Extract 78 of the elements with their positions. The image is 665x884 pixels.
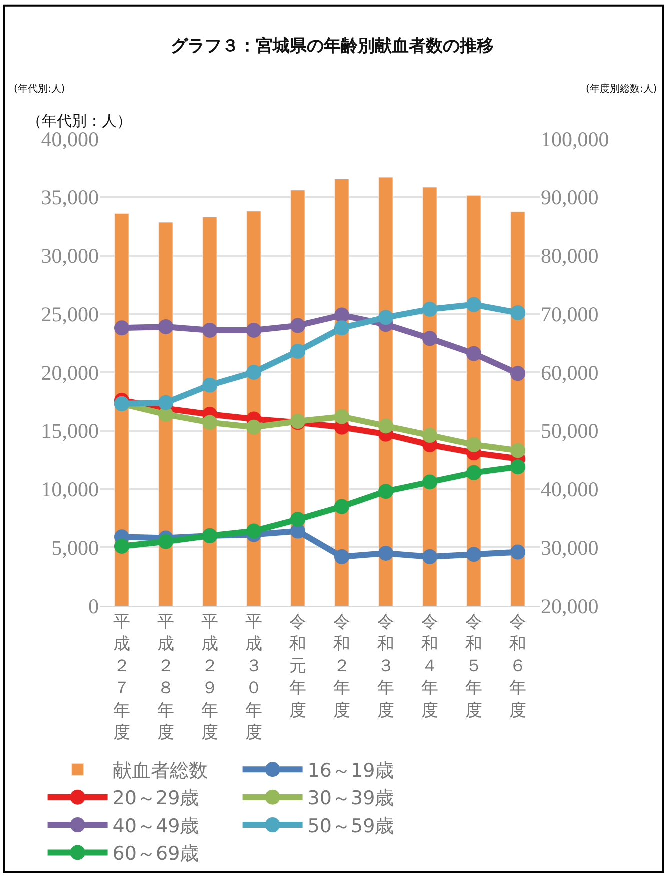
point (202, 415, 218, 430)
y-tick-label: 10,000 (41, 478, 99, 502)
y2-tick-label: 30,000 (541, 536, 599, 560)
point (114, 320, 130, 336)
point (422, 474, 438, 490)
point (510, 443, 526, 458)
legend-label: 16～19歳 (308, 760, 394, 782)
point (422, 428, 438, 444)
point (246, 524, 262, 539)
point (290, 512, 306, 528)
x-tick-label: 令和元年度 (290, 612, 306, 721)
x-tick-label: 平成３０年度 (246, 612, 262, 743)
legend-label: 献血者総数 (112, 760, 208, 782)
x-tick-label: 平成２９年度 (202, 612, 218, 743)
point (334, 308, 350, 323)
y-tick-label: 30,000 (41, 244, 99, 268)
point (334, 320, 350, 336)
point (114, 538, 130, 554)
y-tick-label: 20,000 (41, 360, 99, 385)
y-tick-label: 0 (88, 594, 99, 618)
point (510, 460, 526, 475)
point (466, 346, 482, 362)
point (378, 418, 394, 434)
point (466, 547, 482, 562)
legend-label: 20～29歳 (112, 788, 200, 810)
point (158, 319, 174, 334)
point (158, 395, 174, 410)
y2-tick-label: 40,000 (541, 478, 599, 502)
point (246, 365, 262, 380)
y2-tick-label: 70,000 (541, 302, 599, 326)
point (422, 331, 438, 346)
point (334, 499, 350, 514)
y2-tick-label: 60,000 (541, 360, 599, 385)
legend-label: 40～49歳 (112, 815, 200, 838)
y2-tick-label: 50,000 (541, 419, 599, 444)
point (378, 546, 394, 561)
text: (年代別:人) (14, 83, 66, 95)
y-tick-label: 35,000 (41, 186, 99, 210)
point (510, 305, 526, 320)
point (290, 344, 306, 359)
point (202, 322, 218, 338)
chart-title: グラフ３：宮城県の年齢別献血者数の推移 (171, 36, 494, 57)
point (378, 310, 394, 326)
point (202, 378, 218, 393)
x-tick-label: 平成２７年度 (114, 612, 130, 743)
point (158, 534, 174, 550)
x-tick-label: 令和６年度 (510, 612, 526, 721)
x-tick-label: 令和２年度 (334, 612, 350, 721)
point (466, 465, 482, 480)
y2-axis-title: (年度別総数:人) (586, 83, 658, 95)
y2-tick-label: 80,000 (541, 244, 599, 268)
x-tick-label: 令和３年度 (378, 612, 394, 721)
y2-tick-label: 90,000 (541, 186, 599, 210)
point (422, 549, 438, 564)
point (334, 409, 350, 424)
y2-tick-label: 20,000 (541, 594, 599, 618)
point (246, 322, 262, 338)
point (466, 297, 482, 312)
legend-label: 30～39歳 (308, 788, 394, 810)
y-tick-label: 15,000 (41, 419, 99, 444)
x-tick-label: 令和５年度 (466, 612, 482, 721)
y-tick-label: 5,000 (52, 536, 99, 560)
x-tick-label: 令和４年度 (422, 612, 438, 721)
point (246, 420, 262, 435)
point (510, 366, 526, 382)
legend-label: 60～69歳 (112, 843, 200, 866)
y-tick-label: 25,000 (41, 302, 99, 326)
point (422, 302, 438, 317)
x-tick-label: 平成２８年度 (158, 612, 174, 743)
point (290, 318, 306, 334)
point (378, 484, 394, 500)
point (466, 437, 482, 452)
point (510, 544, 526, 560)
legend-label: 50～59歳 (308, 815, 394, 838)
point (334, 549, 350, 564)
y-axis-title: （年代別：人） (27, 112, 132, 130)
y-tick-label: 40,000 (41, 127, 99, 152)
y2-tick-label: 100,000 (541, 127, 610, 152)
